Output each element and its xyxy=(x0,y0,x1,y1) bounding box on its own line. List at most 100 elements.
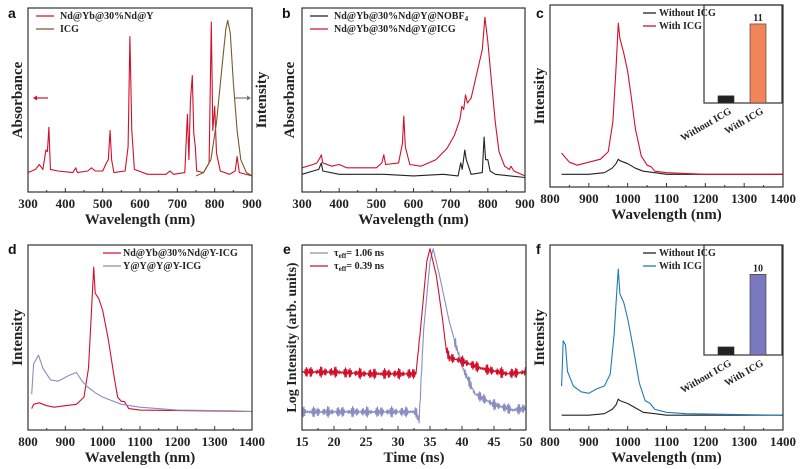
x-tick-label: 800 xyxy=(540,191,560,206)
inset-frame xyxy=(703,4,783,104)
series-line xyxy=(301,16,526,177)
x-axis-label: Wavelength (nm) xyxy=(85,212,195,228)
legend-subscript: eff xyxy=(339,252,347,260)
x-tick-label: 1400 xyxy=(770,191,796,206)
legend-label: Without ICG xyxy=(659,248,716,259)
x-tick-label: 800 xyxy=(478,196,498,211)
series-line xyxy=(27,21,253,177)
series-line xyxy=(31,266,253,413)
x-tick-label: 15 xyxy=(296,434,310,449)
inset-bar xyxy=(717,95,735,104)
panel-e: e 15 20 25 30 35 40 45 50 Time (ns) Log Intensity … xyxy=(283,241,533,466)
x-tick-label: 800 xyxy=(205,196,225,211)
x-tick-label: 1000 xyxy=(615,191,641,206)
plot-frame xyxy=(301,7,526,193)
x-tick-label: 900 xyxy=(242,196,262,211)
inset-bar xyxy=(749,23,767,104)
x-tick-label: 30 xyxy=(392,434,405,449)
x-tick-label: 1200 xyxy=(692,434,718,449)
panel-label: f xyxy=(536,241,541,257)
legend-value: = 1.06 ns xyxy=(346,248,384,259)
series-line xyxy=(561,22,783,175)
x-axis-label: Wavelength (nm) xyxy=(611,450,721,466)
x-tick-label: 900 xyxy=(579,434,599,449)
series-line xyxy=(561,158,783,175)
x-tick-label: 600 xyxy=(404,196,424,211)
x-tick-label: 800 xyxy=(18,434,38,449)
x-tick-label: 20 xyxy=(328,434,341,449)
series-line xyxy=(301,248,527,380)
x-tick-label: 1100 xyxy=(654,434,679,449)
panel-label: c xyxy=(536,5,544,21)
inset-frame xyxy=(703,244,783,356)
legend-label: τeff= 1.06 ns xyxy=(334,248,384,260)
legend-label: ICG xyxy=(60,24,79,35)
panel-label: a xyxy=(8,5,16,21)
x-tick-label: 300 xyxy=(292,196,312,211)
x-tick-label: 300 xyxy=(18,196,38,211)
x-tick-label: 900 xyxy=(579,191,599,206)
x-axis-label: Wavelength (nm) xyxy=(358,212,468,228)
x-tick-label: 1200 xyxy=(164,434,190,449)
x-tick-label: 1300 xyxy=(202,434,228,449)
plot-frame xyxy=(27,244,253,431)
x-tick-label: 600 xyxy=(130,196,150,211)
legend-label: Without ICG xyxy=(659,8,716,19)
x-tick-label: 800 xyxy=(540,434,560,449)
y-axis-label: Intensity xyxy=(532,309,548,366)
x-tick-label: 900 xyxy=(56,434,76,449)
series-line xyxy=(561,268,784,416)
legend-label: With ICG xyxy=(659,21,702,32)
x-tick-label: 700 xyxy=(441,196,461,211)
plot-frame xyxy=(549,244,784,431)
y-axis-label: Absorbance xyxy=(282,61,298,138)
panel-c: c 800 900 1000 1100 1200 1300 1400 Wavelength (n… xyxy=(532,4,796,223)
inset-bar xyxy=(749,274,767,356)
legend-subscript: eff xyxy=(339,265,347,273)
series-line xyxy=(195,19,253,177)
legend-label: Nd@Yb@30%Nd@Y@NOBF4 xyxy=(334,11,469,23)
arrow-left-head-icon xyxy=(33,95,37,101)
panel-a: a 300 400 500 600 700 800 900 Wavelength (nm) Abs… xyxy=(8,5,270,228)
legend-label: Nd@Yb@30%Nd@Y xyxy=(60,11,154,22)
legend-subscript: 4 xyxy=(465,15,469,23)
y-axis-label-right: Intensity xyxy=(254,71,270,128)
x-tick-label: 400 xyxy=(329,196,349,211)
legend-label: With ICG xyxy=(659,261,702,272)
x-axis-label: Time (ns) xyxy=(384,450,445,466)
series-line xyxy=(31,354,253,413)
y-axis-label: Intensity xyxy=(10,309,26,366)
y-axis-label: Log Intensity (arb. units) xyxy=(285,262,300,412)
y-axis-label: Intensity xyxy=(532,67,548,124)
x-tick-label: 35 xyxy=(424,434,438,449)
x-tick-label: 1300 xyxy=(731,434,757,449)
series-line xyxy=(301,136,526,179)
y-axis-label: Absorbance xyxy=(10,61,26,138)
x-tick-label: 40 xyxy=(456,434,469,449)
panel-b: b 300 400 500 600 700 800 900 Wavelength (nm) Abs… xyxy=(282,5,535,228)
legend-label: Nd@Yb@30%Nd@Y@ICG xyxy=(334,24,456,35)
legend-text: Nd@Yb@30%Nd@Y@NOBF xyxy=(334,11,465,22)
x-tick-label: 45 xyxy=(488,434,502,449)
inset-value-label: 10 xyxy=(753,263,763,274)
x-tick-label: 50 xyxy=(520,434,533,449)
legend-tau: τ xyxy=(334,248,339,259)
legend-tau: τ xyxy=(334,261,339,272)
x-tick-label: 1100 xyxy=(127,434,152,449)
x-tick-label: 1100 xyxy=(654,191,679,206)
x-tick-label: 500 xyxy=(367,196,387,211)
legend-value: = 0.39 ns xyxy=(346,261,384,272)
x-tick-label: 1400 xyxy=(770,434,796,449)
x-tick-label: 500 xyxy=(93,196,113,211)
panel-f: f 800 900 1000 1100 1200 1300 1400 Wavelength (n… xyxy=(532,241,796,466)
x-tick-label: 25 xyxy=(360,434,374,449)
panel-label: e xyxy=(283,241,291,257)
legend-label: Nd@Yb@30%Nd@Y-ICG xyxy=(123,248,238,259)
arrow-right-head-icon xyxy=(247,95,251,101)
x-tick-label: 400 xyxy=(56,196,76,211)
series-line xyxy=(561,398,783,416)
x-tick-label: 700 xyxy=(168,196,188,211)
inset-value-label: 11 xyxy=(753,13,762,24)
x-tick-label: 1000 xyxy=(615,434,641,449)
